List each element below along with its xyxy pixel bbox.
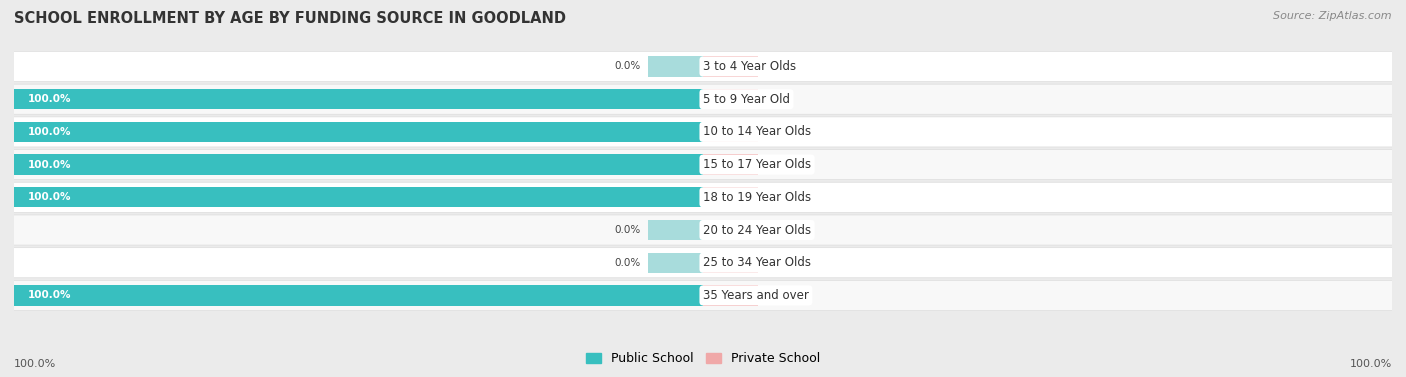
FancyBboxPatch shape bbox=[7, 117, 1399, 147]
Bar bbox=[703, 155, 758, 175]
Text: 100.0%: 100.0% bbox=[28, 290, 72, 300]
Bar bbox=[14, 122, 703, 142]
Text: 0.0%: 0.0% bbox=[765, 94, 792, 104]
Text: 5 to 9 Year Old: 5 to 9 Year Old bbox=[703, 93, 790, 106]
Bar bbox=[14, 89, 703, 109]
FancyBboxPatch shape bbox=[7, 280, 1399, 311]
Text: 0.0%: 0.0% bbox=[614, 61, 641, 72]
Text: Source: ZipAtlas.com: Source: ZipAtlas.com bbox=[1274, 11, 1392, 21]
Text: 100.0%: 100.0% bbox=[28, 192, 72, 202]
Text: 100.0%: 100.0% bbox=[28, 159, 72, 170]
Text: 0.0%: 0.0% bbox=[765, 159, 792, 170]
Text: 0.0%: 0.0% bbox=[614, 258, 641, 268]
Bar bbox=[703, 56, 758, 77]
Text: SCHOOL ENROLLMENT BY AGE BY FUNDING SOURCE IN GOODLAND: SCHOOL ENROLLMENT BY AGE BY FUNDING SOUR… bbox=[14, 11, 567, 26]
Bar bbox=[703, 89, 758, 109]
FancyBboxPatch shape bbox=[7, 215, 1399, 245]
FancyBboxPatch shape bbox=[7, 182, 1399, 212]
Bar bbox=[703, 253, 758, 273]
Text: 100.0%: 100.0% bbox=[28, 94, 72, 104]
Bar bbox=[14, 155, 703, 175]
Bar bbox=[648, 220, 703, 240]
Bar bbox=[703, 220, 758, 240]
Text: 0.0%: 0.0% bbox=[614, 225, 641, 235]
Bar bbox=[648, 253, 703, 273]
Bar bbox=[703, 122, 758, 142]
Text: 25 to 34 Year Olds: 25 to 34 Year Olds bbox=[703, 256, 811, 269]
Text: 100.0%: 100.0% bbox=[1350, 359, 1392, 369]
Bar bbox=[703, 187, 758, 207]
Text: 15 to 17 Year Olds: 15 to 17 Year Olds bbox=[703, 158, 811, 171]
Text: 0.0%: 0.0% bbox=[765, 127, 792, 137]
Bar bbox=[703, 285, 758, 306]
Bar bbox=[648, 56, 703, 77]
FancyBboxPatch shape bbox=[7, 248, 1399, 278]
Text: 10 to 14 Year Olds: 10 to 14 Year Olds bbox=[703, 126, 811, 138]
Bar bbox=[14, 187, 703, 207]
FancyBboxPatch shape bbox=[7, 84, 1399, 114]
Text: 100.0%: 100.0% bbox=[28, 127, 72, 137]
Bar bbox=[14, 285, 703, 306]
Text: 100.0%: 100.0% bbox=[14, 359, 56, 369]
FancyBboxPatch shape bbox=[7, 51, 1399, 81]
Text: 3 to 4 Year Olds: 3 to 4 Year Olds bbox=[703, 60, 796, 73]
FancyBboxPatch shape bbox=[7, 150, 1399, 180]
Text: 0.0%: 0.0% bbox=[765, 290, 792, 300]
Text: 0.0%: 0.0% bbox=[765, 192, 792, 202]
Text: 0.0%: 0.0% bbox=[765, 225, 792, 235]
Legend: Public School, Private School: Public School, Private School bbox=[581, 347, 825, 370]
Text: 20 to 24 Year Olds: 20 to 24 Year Olds bbox=[703, 224, 811, 236]
Text: 0.0%: 0.0% bbox=[765, 258, 792, 268]
Text: 18 to 19 Year Olds: 18 to 19 Year Olds bbox=[703, 191, 811, 204]
Text: 0.0%: 0.0% bbox=[765, 61, 792, 72]
Text: 35 Years and over: 35 Years and over bbox=[703, 289, 808, 302]
